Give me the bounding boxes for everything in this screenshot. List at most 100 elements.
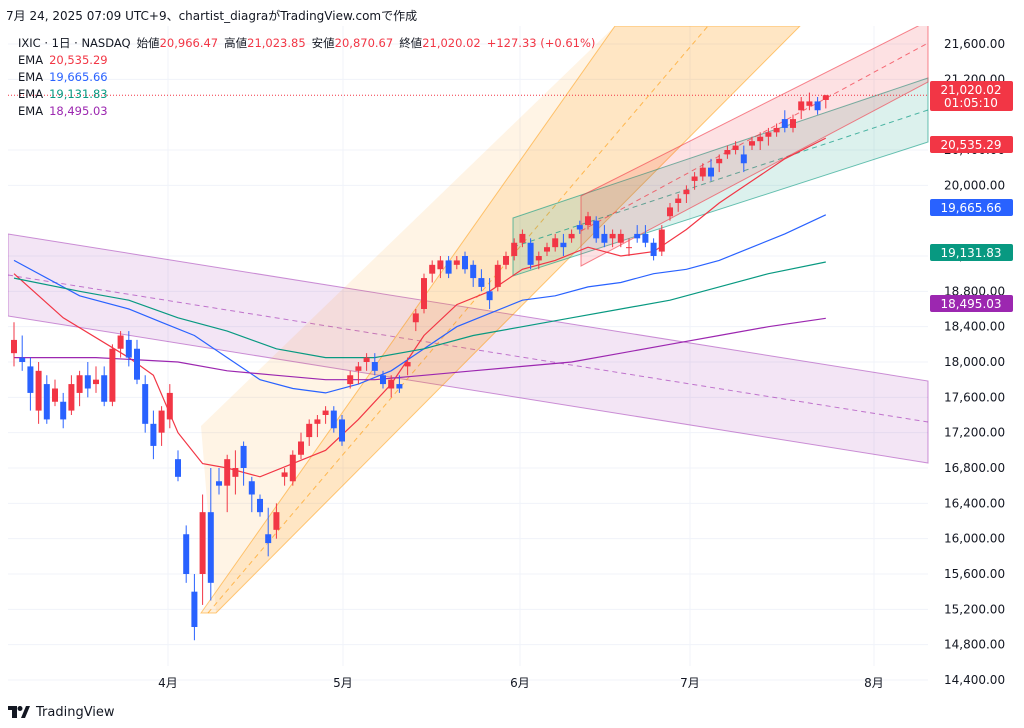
candle-body[interactable]: [724, 150, 731, 155]
candle-body[interactable]: [650, 242, 657, 256]
candle-body[interactable]: [576, 225, 583, 230]
candle-body[interactable]: [322, 410, 329, 415]
candle-body[interactable]: [19, 357, 26, 362]
candle-body[interactable]: [396, 384, 403, 389]
candle-body[interactable]: [626, 247, 632, 249]
candle-body[interactable]: [617, 233, 624, 243]
candle-body[interactable]: [101, 375, 108, 402]
candle-body[interactable]: [790, 119, 796, 128]
ema-line[interactable]: [13, 214, 827, 394]
candle-body[interactable]: [289, 454, 296, 482]
chart-area[interactable]: 21,600.0021,200.0020,400.0020,000.0019,2…: [7, 20, 1016, 698]
candle-body[interactable]: [371, 362, 378, 371]
candle-body[interactable]: [773, 127, 780, 133]
candle-body[interactable]: [117, 335, 124, 349]
candle-body[interactable]: [658, 229, 665, 252]
candle-body[interactable]: [798, 101, 805, 111]
candle-body[interactable]: [125, 339, 132, 358]
candle-body[interactable]: [568, 233, 575, 239]
candle-body[interactable]: [257, 498, 263, 513]
candle-body[interactable]: [11, 339, 17, 354]
candle-body[interactable]: [732, 145, 739, 150]
candle-body[interactable]: [363, 357, 370, 362]
ema-row-2[interactable]: EMA 19,665.66: [18, 69, 595, 86]
ema-line[interactable]: [13, 261, 826, 359]
candle-body[interactable]: [511, 242, 518, 256]
candle-body[interactable]: [716, 158, 723, 164]
candle-body[interactable]: [593, 220, 600, 239]
candle-body[interactable]: [609, 233, 616, 239]
candle-body[interactable]: [199, 512, 206, 574]
purple-channel[interactable]: [7, 233, 929, 464]
candle-body[interactable]: [150, 423, 157, 446]
candle-body[interactable]: [68, 384, 75, 411]
candle-body[interactable]: [314, 419, 321, 424]
ema-line[interactable]: [14, 317, 826, 381]
candle-body[interactable]: [76, 375, 83, 393]
candle-body[interactable]: [437, 260, 444, 270]
candle-body[interactable]: [453, 260, 460, 265]
candle-body[interactable]: [699, 167, 706, 177]
candle-body[interactable]: [527, 242, 534, 265]
candle-body[interactable]: [355, 366, 362, 371]
candle-body[interactable]: [749, 141, 755, 146]
orange-channel[interactable]: [200, 25, 802, 614]
candle-body[interactable]: [388, 379, 395, 389]
candle-body[interactable]: [27, 366, 34, 393]
candle-body[interactable]: [240, 445, 247, 468]
candle-body[interactable]: [248, 481, 255, 495]
candle-body[interactable]: [412, 313, 419, 323]
candle-body[interactable]: [708, 167, 714, 177]
candle-body[interactable]: [552, 238, 559, 248]
candle-body[interactable]: [224, 459, 231, 486]
candle-body[interactable]: [560, 242, 567, 248]
candle-body[interactable]: [347, 375, 354, 385]
candle-body[interactable]: [445, 260, 452, 274]
candle-body[interactable]: [232, 468, 239, 477]
candle-body[interactable]: [642, 233, 649, 243]
footer-brand[interactable]: TradingView: [8, 703, 115, 721]
ema-row-4[interactable]: EMA 18,495.03: [18, 103, 595, 120]
candle-body[interactable]: [109, 348, 116, 402]
candle-body[interactable]: [281, 472, 288, 477]
candle-body[interactable]: [380, 375, 386, 385]
candle-body[interactable]: [404, 362, 411, 367]
candle-body[interactable]: [478, 278, 485, 287]
candle-body[interactable]: [421, 278, 427, 309]
candle-body[interactable]: [781, 119, 788, 128]
price-badge[interactable]: [930, 81, 1013, 111]
candle-body[interactable]: [462, 256, 468, 270]
green-channel[interactable]: [512, 77, 929, 277]
candle-body[interactable]: [691, 176, 698, 181]
candle-body[interactable]: [765, 132, 772, 137]
candle-body[interactable]: [84, 375, 91, 389]
candle-body[interactable]: [544, 247, 550, 252]
candle-body[interactable]: [273, 512, 280, 530]
candle-body[interactable]: [183, 534, 190, 574]
candle-body[interactable]: [822, 95, 829, 100]
candle-body[interactable]: [429, 264, 436, 274]
candle-body[interactable]: [486, 291, 493, 301]
candle-body[interactable]: [60, 401, 67, 420]
symbol-label[interactable]: IXIC · 1日 · NASDAQ: [18, 36, 131, 50]
candle-body[interactable]: [52, 388, 58, 402]
candle-body[interactable]: [306, 423, 313, 438]
candle-body[interactable]: [339, 419, 345, 442]
candle-body[interactable]: [216, 481, 222, 486]
candle-body[interactable]: [207, 512, 214, 583]
candle-body[interactable]: [757, 136, 764, 142]
candle-body[interactable]: [634, 233, 641, 239]
candle-body[interactable]: [470, 264, 477, 279]
candle-body[interactable]: [330, 410, 337, 429]
candle-body[interactable]: [43, 384, 50, 420]
candle-body[interactable]: [298, 441, 304, 455]
candle-body[interactable]: [814, 101, 821, 111]
candle-body[interactable]: [158, 410, 165, 433]
candle-body[interactable]: [142, 384, 149, 424]
ema-line[interactable]: [13, 137, 827, 478]
candle-body[interactable]: [667, 207, 673, 217]
candle-body[interactable]: [601, 233, 608, 243]
candle-body[interactable]: [166, 392, 173, 420]
candle-body[interactable]: [494, 264, 501, 287]
candle-body[interactable]: [134, 348, 140, 380]
